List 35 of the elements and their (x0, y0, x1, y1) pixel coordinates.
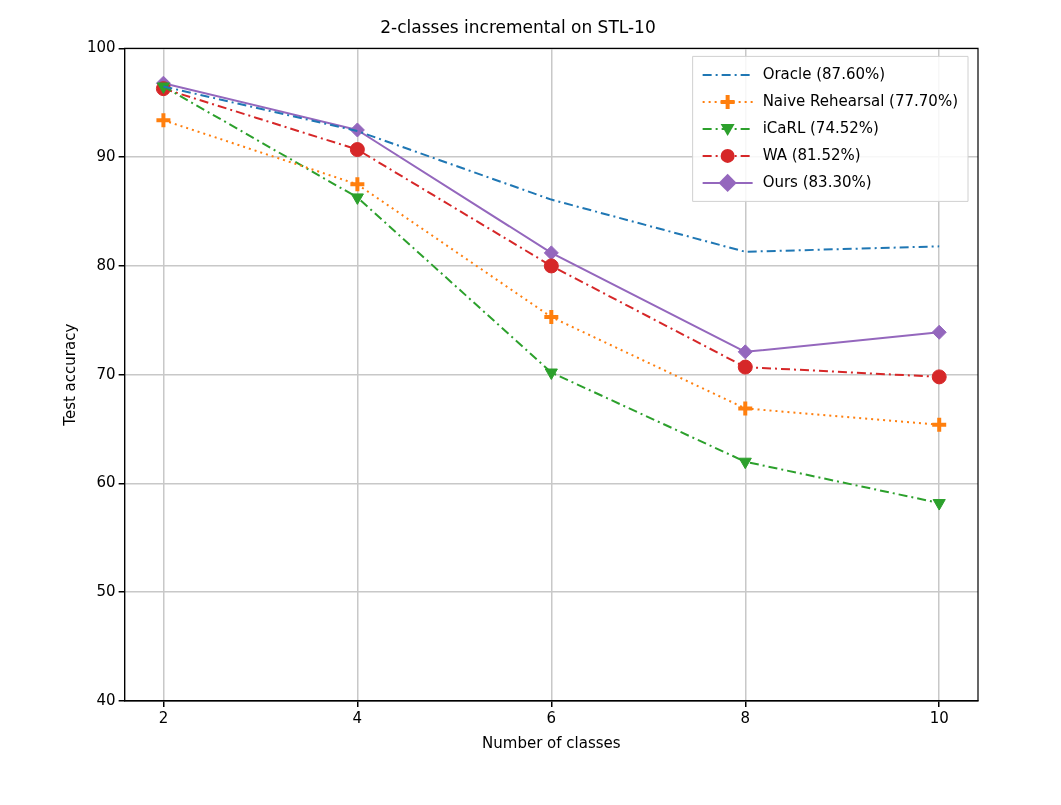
point (738, 457, 752, 470)
y-tick-label: 80 (96, 255, 116, 274)
legend-label: WA (81.52%) (762, 145, 861, 164)
x-tick-label: 4 (352, 708, 363, 727)
point (544, 368, 558, 381)
point (350, 193, 364, 205)
point (154, 111, 173, 130)
legend-label: Naive Rehearsal (77.70%) (762, 91, 959, 110)
x-tick-label: 8 (740, 708, 751, 727)
point (349, 142, 365, 158)
point (737, 359, 753, 375)
y-tick-label: 90 (96, 147, 116, 166)
point (931, 324, 947, 340)
y-tick-label: 40 (96, 690, 116, 709)
point (930, 415, 949, 434)
point (736, 399, 755, 418)
y-tick-label: 70 (96, 364, 116, 383)
y-tick-label: 100 (86, 38, 116, 57)
x-tick-label: 10 (929, 708, 949, 727)
x-tick-label: 6 (546, 708, 557, 727)
legend-label: Oracle (87.60%) (762, 64, 886, 83)
point (543, 245, 559, 261)
y-tick-label: 50 (96, 582, 116, 601)
x-axis-title: Number of classes (482, 733, 621, 752)
point (348, 175, 367, 194)
point (737, 344, 753, 360)
x-tick-label: 2 (158, 708, 169, 727)
chart-title: 2-classes incremental on STL-10 (380, 16, 656, 37)
y-axis-title: Test accuracy (60, 323, 79, 427)
y-tick-label: 60 (96, 473, 116, 492)
point (931, 369, 947, 385)
legend-label: Ours (83.30%) (762, 172, 872, 191)
legend-label: iCaRL (74.52%) (762, 118, 879, 137)
point (932, 499, 946, 511)
point (543, 258, 559, 274)
